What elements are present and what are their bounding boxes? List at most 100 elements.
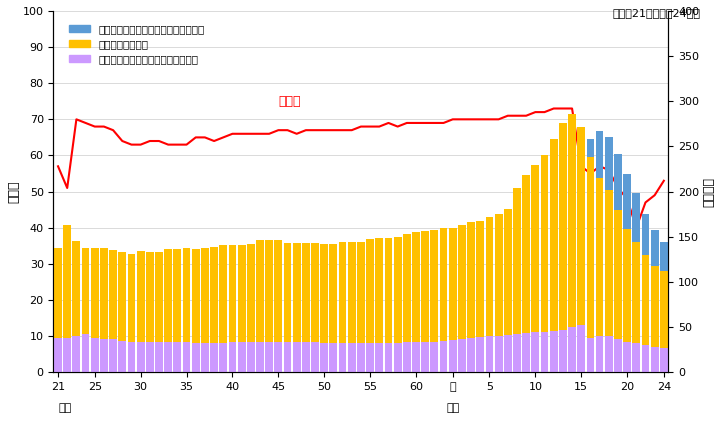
Bar bbox=[339, 343, 347, 372]
Bar bbox=[651, 266, 658, 347]
Bar bbox=[485, 217, 493, 336]
Bar bbox=[274, 240, 282, 341]
Bar bbox=[128, 254, 135, 341]
Bar bbox=[357, 343, 365, 372]
Bar bbox=[632, 343, 640, 372]
Bar bbox=[311, 243, 319, 343]
Bar bbox=[229, 245, 236, 343]
Bar bbox=[284, 343, 292, 372]
Text: （昭和21年～平成24年）: （昭和21年～平成24年） bbox=[612, 8, 700, 19]
Bar bbox=[586, 157, 594, 338]
Bar bbox=[440, 341, 448, 372]
Bar bbox=[82, 334, 90, 372]
Bar bbox=[173, 250, 181, 343]
Bar bbox=[522, 176, 530, 333]
Bar bbox=[366, 343, 374, 372]
Text: 平戜: 平戜 bbox=[446, 403, 459, 413]
Bar bbox=[605, 137, 613, 190]
Bar bbox=[165, 343, 172, 372]
Bar bbox=[311, 343, 319, 372]
Y-axis label: （％）: （％） bbox=[7, 180, 20, 203]
Bar bbox=[651, 347, 658, 372]
Bar bbox=[339, 242, 347, 343]
Bar bbox=[321, 343, 328, 372]
Bar bbox=[118, 252, 126, 341]
Bar bbox=[100, 248, 108, 339]
Y-axis label: （万件）: （万件） bbox=[702, 176, 715, 206]
Bar bbox=[229, 343, 236, 372]
Bar bbox=[477, 221, 484, 337]
Bar bbox=[422, 343, 429, 372]
Bar bbox=[210, 343, 218, 372]
Bar bbox=[541, 154, 549, 332]
Bar bbox=[513, 334, 521, 372]
Bar bbox=[449, 340, 456, 372]
Bar bbox=[531, 332, 539, 372]
Bar bbox=[265, 341, 273, 372]
Bar bbox=[321, 244, 328, 343]
Bar bbox=[109, 339, 117, 372]
Bar bbox=[219, 245, 227, 343]
Bar bbox=[660, 348, 668, 372]
Text: 昭和: 昭和 bbox=[58, 403, 71, 413]
Bar bbox=[605, 336, 613, 372]
Bar bbox=[302, 343, 310, 372]
Bar bbox=[136, 251, 144, 341]
Text: 検挙率: 検挙率 bbox=[278, 95, 301, 108]
Bar bbox=[54, 338, 62, 372]
Bar bbox=[165, 250, 172, 343]
Bar bbox=[375, 238, 383, 343]
Bar bbox=[568, 327, 576, 372]
Bar bbox=[549, 139, 557, 331]
Bar bbox=[623, 341, 631, 372]
Bar bbox=[183, 343, 191, 372]
Bar bbox=[293, 343, 300, 372]
Bar bbox=[64, 338, 71, 372]
Legend: 認知件数（自動車運転過失致死傷等）, 認知件数（窃盗）, 認知件数（窃盗を除く一般刑法的）: 認知件数（自動車運転過失致死傷等）, 認知件数（窃盗）, 認知件数（窃盗を除く一… bbox=[65, 20, 209, 69]
Bar bbox=[430, 341, 438, 372]
Bar bbox=[596, 131, 604, 178]
Bar bbox=[54, 247, 62, 338]
Bar bbox=[504, 209, 512, 335]
Bar bbox=[72, 241, 80, 336]
Bar bbox=[485, 336, 493, 372]
Bar bbox=[531, 165, 539, 332]
Bar bbox=[549, 331, 557, 372]
Bar bbox=[449, 228, 456, 340]
Bar bbox=[238, 343, 245, 372]
Bar bbox=[403, 234, 411, 343]
Bar bbox=[155, 343, 163, 372]
Bar bbox=[477, 337, 484, 372]
Bar bbox=[375, 343, 383, 372]
Bar bbox=[586, 139, 594, 157]
Bar bbox=[247, 343, 255, 372]
Bar bbox=[265, 240, 273, 341]
Bar bbox=[293, 243, 300, 343]
Bar bbox=[412, 232, 420, 343]
Bar bbox=[201, 343, 209, 372]
Bar bbox=[192, 343, 199, 372]
Bar bbox=[605, 190, 613, 336]
Bar bbox=[348, 343, 356, 372]
Bar bbox=[183, 248, 191, 343]
Bar bbox=[578, 126, 585, 325]
Bar bbox=[385, 343, 392, 372]
Bar bbox=[72, 336, 80, 372]
Bar bbox=[559, 330, 567, 372]
Bar bbox=[393, 237, 401, 343]
Bar bbox=[274, 341, 282, 372]
Bar bbox=[128, 341, 135, 372]
Bar bbox=[219, 343, 227, 372]
Bar bbox=[578, 325, 585, 372]
Bar bbox=[393, 343, 401, 372]
Bar bbox=[596, 336, 604, 372]
Bar bbox=[660, 271, 668, 348]
Bar bbox=[623, 228, 631, 341]
Bar bbox=[541, 332, 549, 372]
Bar bbox=[82, 248, 90, 334]
Bar bbox=[238, 245, 245, 343]
Bar bbox=[100, 339, 108, 372]
Bar bbox=[614, 339, 622, 372]
Bar bbox=[91, 338, 99, 372]
Bar bbox=[458, 339, 466, 372]
